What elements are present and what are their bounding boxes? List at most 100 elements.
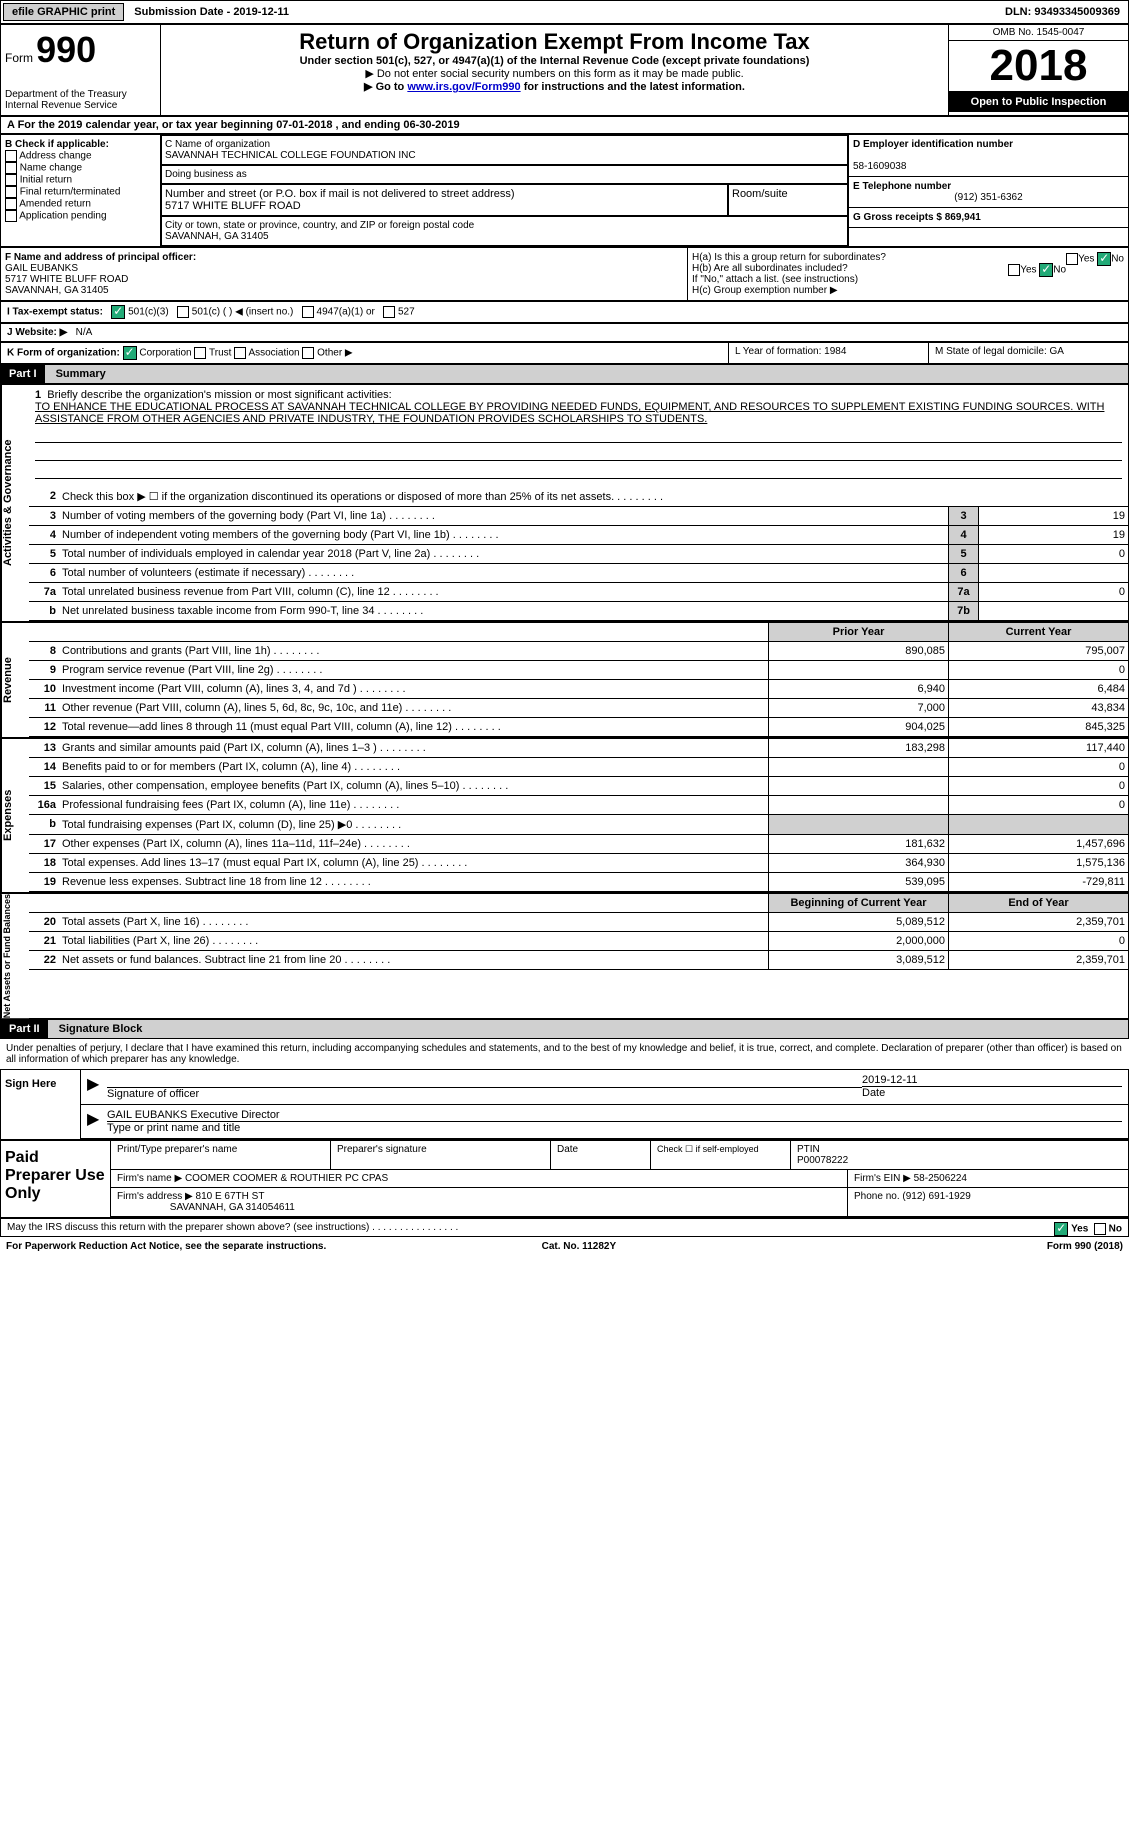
data-line: 19Revenue less expenses. Subtract line 1…	[29, 873, 1128, 892]
city-value: SAVANNAH, GA 31405	[165, 231, 844, 242]
final-return-checkbox[interactable]	[5, 186, 17, 198]
address-change-checkbox[interactable]	[5, 150, 17, 162]
discuss-no-checkbox[interactable]	[1094, 1223, 1106, 1235]
gov-line: 3Number of voting members of the governi…	[29, 507, 1128, 526]
current-year-value: 2,359,701	[948, 951, 1128, 969]
current-year-value: 2,359,701	[948, 913, 1128, 931]
form-note-2: ▶ Go to www.irs.gov/Form990 for instruct…	[165, 80, 944, 93]
preparer-name-label: Print/Type preparer's name	[111, 1141, 331, 1169]
address-value: 5717 WHITE BLUFF ROAD	[165, 200, 724, 212]
assoc-checkbox[interactable]	[234, 347, 246, 359]
prior-year-value: 7,000	[768, 699, 948, 717]
current-year-value: 0	[948, 932, 1128, 950]
tax-exempt-row: I Tax-exempt status: 501(c)(3) 501(c) ( …	[0, 301, 1129, 323]
ha-yes-checkbox[interactable]	[1066, 253, 1078, 265]
ein-label: D Employer identification number	[853, 139, 1124, 150]
efile-print-button[interactable]: efile GRAPHIC print	[3, 3, 124, 21]
prior-year-value	[768, 758, 948, 776]
signature-block: Sign Here ▶ Signature of officer 2019-12…	[0, 1069, 1129, 1140]
side-label-net: Net Assets or Fund Balances	[1, 894, 29, 1018]
form-word: Form	[5, 51, 33, 65]
initial-return-checkbox[interactable]	[5, 174, 17, 186]
firm-addr1: 810 E 67TH ST	[196, 1191, 265, 1202]
data-line: 18Total expenses. Add lines 13–17 (must …	[29, 854, 1128, 873]
tax-year: 2018	[949, 41, 1128, 92]
corp-checkbox[interactable]	[123, 346, 137, 360]
open-public-label: Open to Public Inspection	[949, 92, 1128, 112]
amended-return-checkbox[interactable]	[5, 198, 17, 210]
prior-year-value: 2,000,000	[768, 932, 948, 950]
officer-label: F Name and address of principal officer:	[5, 252, 683, 263]
mission-text: TO ENHANCE THE EDUCATIONAL PROCESS AT SA…	[35, 401, 1104, 425]
current-year-value: 1,575,136	[948, 854, 1128, 872]
current-year-value: 43,834	[948, 699, 1128, 717]
sig-date: 2019-12-11	[862, 1074, 1122, 1087]
name-change-checkbox[interactable]	[5, 162, 17, 174]
ha-no-checkbox[interactable]	[1097, 252, 1111, 266]
data-line: 17Other expenses (Part IX, column (A), l…	[29, 835, 1128, 854]
data-line: 15Salaries, other compensation, employee…	[29, 777, 1128, 796]
form-footer: For Paperwork Reduction Act Notice, see …	[0, 1237, 1129, 1256]
data-line: 12Total revenue—add lines 8 through 11 (…	[29, 718, 1128, 737]
current-year-value: 1,457,696	[948, 835, 1128, 853]
501c-checkbox[interactable]	[177, 306, 189, 318]
part1-header: Part I Summary	[0, 364, 1129, 384]
data-line: 10Investment income (Part VIII, column (…	[29, 680, 1128, 699]
irs-link[interactable]: www.irs.gov/Form990	[407, 81, 520, 93]
application-pending-checkbox[interactable]	[5, 210, 17, 222]
data-line: 14Benefits paid to or for members (Part …	[29, 758, 1128, 777]
check-applicable: B Check if applicable: Address change Na…	[1, 135, 161, 246]
prior-year-value: 3,089,512	[768, 951, 948, 969]
prior-year-value	[768, 796, 948, 814]
gov-line: 6Total number of volunteers (estimate if…	[29, 564, 1128, 583]
side-label-gov: Activities & Governance	[1, 385, 29, 621]
trust-checkbox[interactable]	[194, 347, 206, 359]
beginning-year-header: Beginning of Current Year	[768, 894, 948, 912]
cat-no: Cat. No. 11282Y	[542, 1241, 616, 1252]
prior-year-value	[768, 777, 948, 795]
4947-checkbox[interactable]	[302, 306, 314, 318]
revenue-section: Revenue Prior Year Current Year 8Contrib…	[0, 622, 1129, 738]
discuss-yes-checkbox[interactable]	[1054, 1222, 1068, 1236]
h-a-row: H(a) Is this a group return for subordin…	[692, 252, 1124, 263]
current-year-value: 0	[948, 777, 1128, 795]
city-label: City or town, state or province, country…	[165, 220, 844, 231]
current-year-header: Current Year	[948, 623, 1128, 641]
firm-ein: 58-2506224	[914, 1173, 967, 1184]
form-ref: Form 990 (2018)	[1047, 1241, 1123, 1252]
current-year-value: 0	[948, 758, 1128, 776]
form-title: Return of Organization Exempt From Incom…	[165, 29, 944, 55]
arrow-icon: ▶	[87, 1074, 107, 1100]
current-year-value: 0	[948, 796, 1128, 814]
sign-here-label: Sign Here	[1, 1070, 81, 1139]
prior-year-value: 181,632	[768, 835, 948, 853]
firm-addr2: SAVANNAH, GA 314054611	[170, 1202, 295, 1213]
arrow-icon: ▶	[87, 1109, 107, 1134]
gov-line: 2Check this box ▶ ☐ if the organization …	[29, 487, 1128, 507]
gov-line: 7aTotal unrelated business revenue from …	[29, 583, 1128, 602]
prior-year-header: Prior Year	[768, 623, 948, 641]
irs-label: Internal Revenue Service	[5, 100, 156, 111]
hb-yes-checkbox[interactable]	[1008, 264, 1020, 276]
current-year-value: 0	[948, 661, 1128, 679]
preparer-sig-label: Preparer's signature	[331, 1141, 551, 1169]
other-checkbox[interactable]	[302, 347, 314, 359]
data-line: 16aProfessional fundraising fees (Part I…	[29, 796, 1128, 815]
form-subtitle: Under section 501(c), 527, or 4947(a)(1)…	[165, 55, 944, 67]
data-line: 8Contributions and grants (Part VIII, li…	[29, 642, 1128, 661]
prior-year-value: 5,089,512	[768, 913, 948, 931]
hb-no-checkbox[interactable]	[1039, 263, 1053, 277]
sig-officer-label: Signature of officer	[107, 1088, 862, 1100]
preparer-date-label: Date	[551, 1141, 651, 1169]
top-bar: efile GRAPHIC print Submission Date - 20…	[0, 0, 1129, 24]
dept-label: Department of the Treasury	[5, 89, 156, 100]
officer-name: GAIL EUBANKS	[5, 263, 683, 274]
side-label-rev: Revenue	[1, 623, 29, 737]
year-formation: L Year of formation: 1984	[728, 343, 928, 363]
527-checkbox[interactable]	[383, 306, 395, 318]
website-row: J Website: ▶ N/A	[0, 323, 1129, 342]
current-year-value: 795,007	[948, 642, 1128, 660]
prior-year-value: 364,930	[768, 854, 948, 872]
prior-year-value: 539,095	[768, 873, 948, 891]
501c3-checkbox[interactable]	[111, 305, 125, 319]
